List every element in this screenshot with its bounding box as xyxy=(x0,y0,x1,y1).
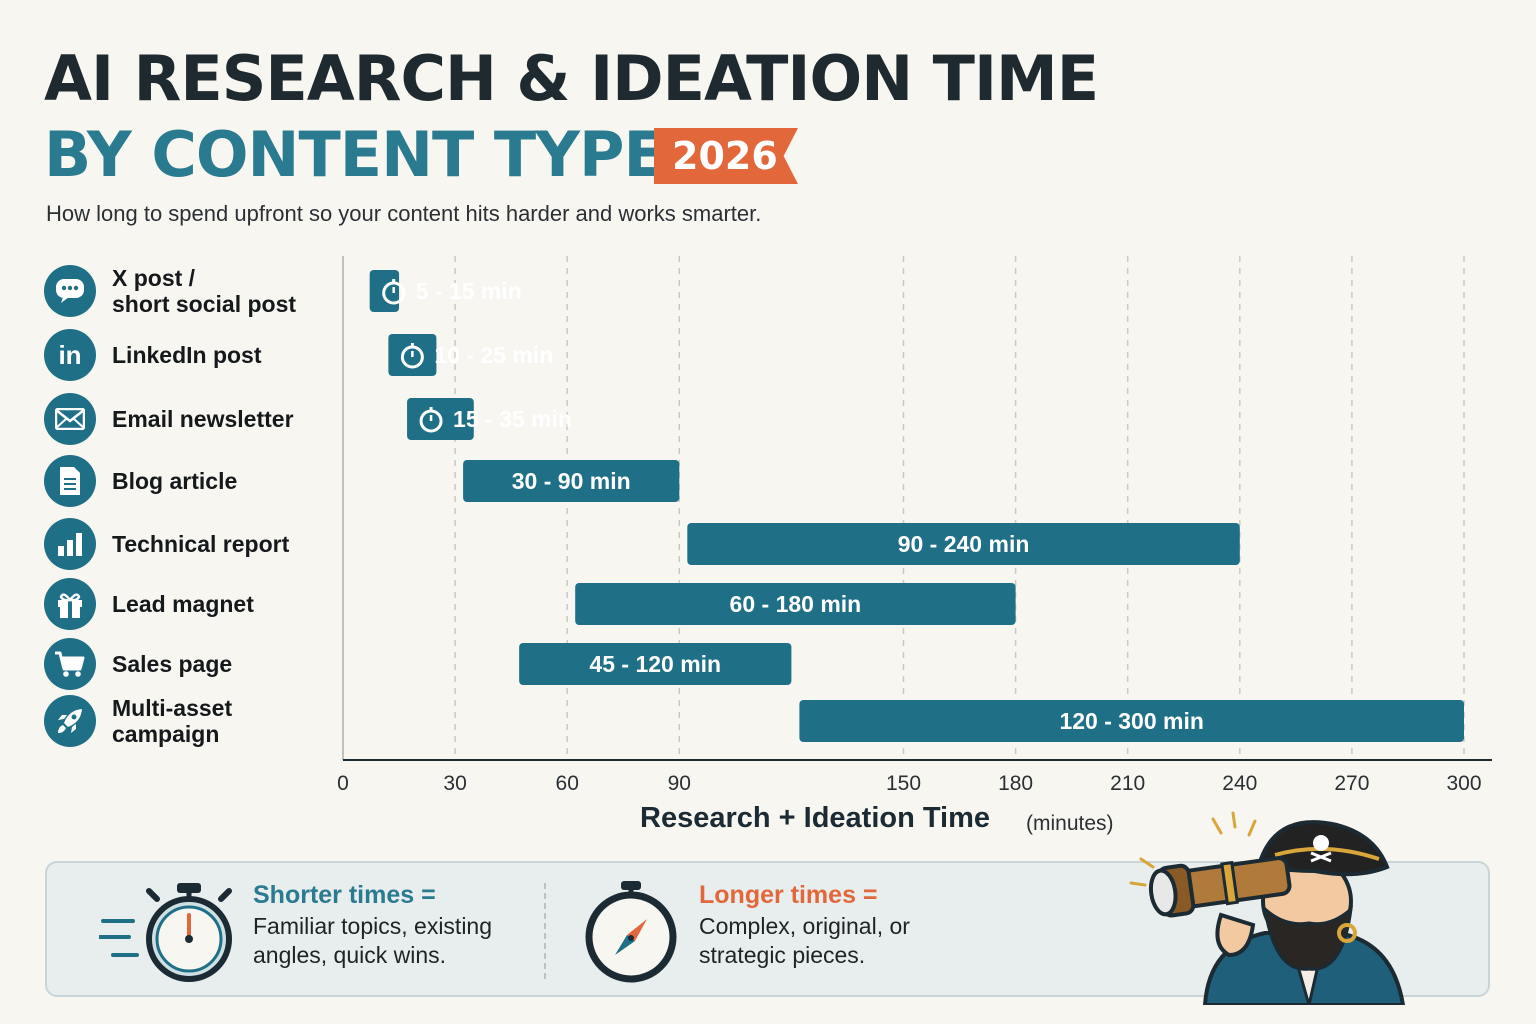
row-label-text: LinkedIn post xyxy=(112,341,262,368)
x-tick-label: 210 xyxy=(1110,772,1145,795)
row-label-item: Blog article xyxy=(44,453,344,509)
range-bar xyxy=(687,523,1240,565)
document-icon xyxy=(44,455,96,507)
timer-icon xyxy=(419,409,443,433)
subtitle: How long to spend upfront so your conten… xyxy=(46,201,762,226)
bar-data-label: 60 - 180 min xyxy=(730,591,862,617)
speech-bubble-icon xyxy=(44,265,96,317)
bar-data-label: 30 - 90 min xyxy=(512,468,631,494)
gift-icon xyxy=(44,578,96,630)
row-label-item: Email newsletter xyxy=(44,391,344,447)
legend-shorter-head: Shorter times = xyxy=(253,881,436,909)
x-axis-unit: (minutes) xyxy=(1026,812,1114,835)
legend-shorter: Shorter times = Familiar topics, existin… xyxy=(253,881,503,970)
legend-longer-head: Longer times = xyxy=(699,881,878,909)
title-line-1: AI RESEARCH & IDEATION TIME xyxy=(44,42,1099,115)
title-line-2: BY CONTENT TYPE xyxy=(44,118,666,191)
range-bar-chart: 0 30 60 90 150 180 210 240 270 300 5 - 15 min 10 - … xyxy=(337,256,1492,795)
row-label-text: Blog article xyxy=(112,467,238,494)
row-label-text: Lead magnet xyxy=(112,590,254,617)
row-label-item: Lead magnet xyxy=(44,576,344,632)
x-axis-title: Research + Ideation Time xyxy=(640,802,991,834)
shopping-cart-icon xyxy=(44,638,96,690)
legend-shorter-desc: Familiar topics, existing angles, quick … xyxy=(253,913,493,968)
stopwatch-icon xyxy=(99,883,232,982)
range-bar xyxy=(519,643,792,685)
x-tick-label: 150 xyxy=(886,772,921,795)
year-badge: 2026 xyxy=(654,128,798,184)
row-label-item: X post / short social post xyxy=(44,263,344,319)
timer-icon xyxy=(400,345,424,369)
x-tick-label: 300 xyxy=(1446,772,1481,795)
bar-data-label: 120 - 300 min xyxy=(1059,708,1203,734)
row-label-item: Sales page xyxy=(44,636,344,692)
bar-chart-icon xyxy=(44,518,96,570)
x-tick-label: 30 xyxy=(443,772,466,795)
compass-icon xyxy=(585,881,677,983)
range-bar xyxy=(799,700,1464,742)
bar-data-label: 90 - 240 min xyxy=(898,531,1030,557)
x-tick-label: 180 xyxy=(998,772,1033,795)
bar-data-label: 5 - 15 min xyxy=(416,278,522,304)
row-label-text: Multi-asset campaign xyxy=(112,694,233,747)
row-label-text: X post / short social post xyxy=(112,264,297,317)
row-label-text: Technical report xyxy=(112,530,290,557)
legend-divider xyxy=(544,883,546,979)
x-tick-label: 240 xyxy=(1222,772,1257,795)
range-bar xyxy=(575,583,1016,625)
row-label-text: Email newsletter xyxy=(112,405,294,432)
row-label-item: Multi-asset campaign xyxy=(44,693,344,749)
rocket-icon xyxy=(44,695,96,747)
pirate-with-spyglass-illustration xyxy=(1129,811,1406,1005)
bar-data-label: 10 - 25 min xyxy=(434,342,553,368)
bar-data-label: 15 - 35 min xyxy=(453,406,572,432)
legend-longer-desc: Complex, original, or strategic pieces. xyxy=(699,913,910,968)
row-label-text: Sales page xyxy=(112,650,233,677)
envelope-icon xyxy=(44,393,96,445)
linkedin-icon: in xyxy=(44,329,96,381)
legend-longer: Longer times = Complex, original, or str… xyxy=(699,881,949,970)
x-tick-label: 60 xyxy=(556,772,579,795)
timer-icon xyxy=(382,281,406,305)
range-bar xyxy=(463,460,680,502)
row-label-item: Technical report xyxy=(44,516,344,572)
x-tick-label: 0 xyxy=(337,772,349,795)
row-label-item: in LinkedIn post xyxy=(44,327,344,383)
x-tick-label: 270 xyxy=(1334,772,1369,795)
bar-data-label: 45 - 120 min xyxy=(589,651,721,677)
x-tick-label: 90 xyxy=(668,772,691,795)
